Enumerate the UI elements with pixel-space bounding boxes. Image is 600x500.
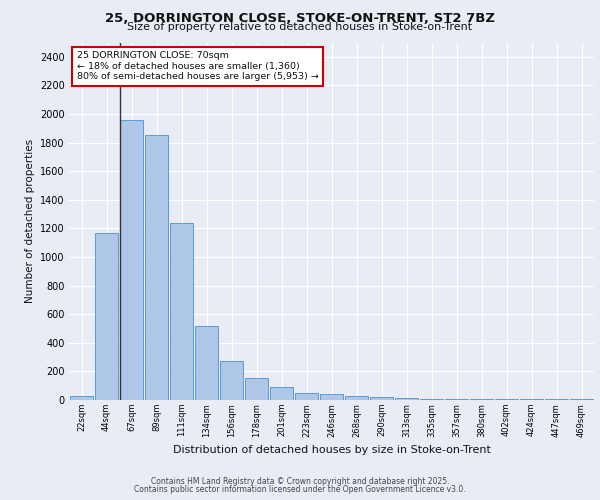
Bar xyxy=(120,120,143,400)
Text: Contains HM Land Registry data © Crown copyright and database right 2025.: Contains HM Land Registry data © Crown c… xyxy=(151,477,449,486)
Y-axis label: Number of detached properties: Number of detached properties xyxy=(25,139,35,304)
Bar xyxy=(245,378,268,400)
Text: Contains public sector information licensed under the Open Government Licence v3: Contains public sector information licen… xyxy=(134,485,466,494)
Bar xyxy=(170,222,193,400)
X-axis label: Distribution of detached houses by size in Stoke-on-Trent: Distribution of detached houses by size … xyxy=(173,445,490,455)
Bar xyxy=(295,393,318,400)
Text: 25 DORRINGTON CLOSE: 70sqm
← 18% of detached houses are smaller (1,360)
80% of s: 25 DORRINGTON CLOSE: 70sqm ← 18% of deta… xyxy=(77,52,319,81)
Bar xyxy=(395,398,418,400)
Bar xyxy=(220,362,243,400)
Bar xyxy=(345,396,368,400)
Bar xyxy=(270,387,293,400)
Bar xyxy=(70,396,93,400)
Bar xyxy=(195,326,218,400)
Bar xyxy=(320,394,343,400)
Bar xyxy=(95,232,118,400)
Bar xyxy=(145,136,168,400)
Bar xyxy=(370,397,393,400)
Text: Size of property relative to detached houses in Stoke-on-Trent: Size of property relative to detached ho… xyxy=(127,22,473,32)
Text: 25, DORRINGTON CLOSE, STOKE-ON-TRENT, ST2 7BZ: 25, DORRINGTON CLOSE, STOKE-ON-TRENT, ST… xyxy=(105,12,495,26)
Bar xyxy=(420,398,443,400)
